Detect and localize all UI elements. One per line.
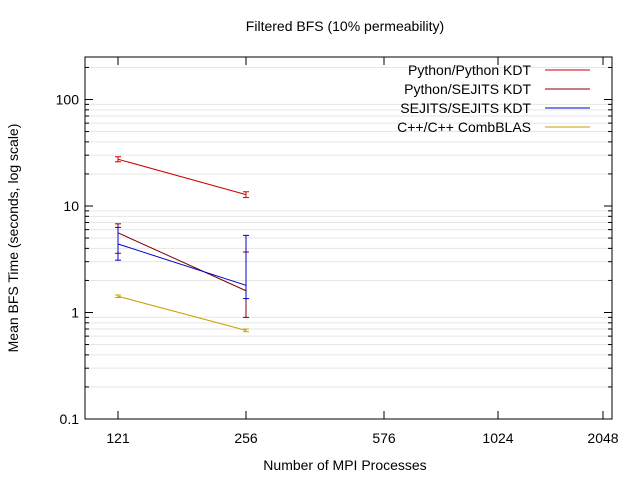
x-tick-label: 256 xyxy=(234,430,258,446)
legend-label: Python/Python KDT xyxy=(408,62,531,78)
y-tick-label: 0.1 xyxy=(60,411,80,427)
series-group xyxy=(115,156,249,333)
y-axis-label: Mean BFS Time (seconds, log scale) xyxy=(5,124,21,353)
y-tick-label: 10 xyxy=(63,198,79,214)
legend-label: C++/C++ CombBLAS xyxy=(397,119,531,135)
y-axis: 0.1 1 10 100 xyxy=(56,66,612,427)
series-line xyxy=(117,295,247,331)
series-line xyxy=(117,243,247,286)
y-tick-label: 100 xyxy=(56,92,80,108)
x-tick-label: 2048 xyxy=(587,430,618,446)
legend: Python/Python KDT Python/SEJITS KDT SEJITS… xyxy=(397,62,590,135)
x-axis: 121 256 576 1024 2048 xyxy=(106,57,619,446)
x-tick-label: 576 xyxy=(372,430,396,446)
x-axis-label: Number of MPI Processes xyxy=(263,457,426,473)
grid xyxy=(85,66,612,388)
legend-label: Python/SEJITS KDT xyxy=(404,81,531,97)
series-0 xyxy=(115,156,249,199)
series-3 xyxy=(115,294,249,333)
x-tick-label: 1024 xyxy=(482,430,513,446)
x-tick-label: 121 xyxy=(106,430,130,446)
series-2 xyxy=(115,226,249,300)
chart-title: Filtered BFS (10% permeability) xyxy=(246,18,444,34)
legend-label: SEJITS/SEJITS KDT xyxy=(400,100,531,116)
series-line xyxy=(117,158,247,196)
series-line xyxy=(117,232,247,292)
y-tick-label: 1 xyxy=(71,305,79,321)
